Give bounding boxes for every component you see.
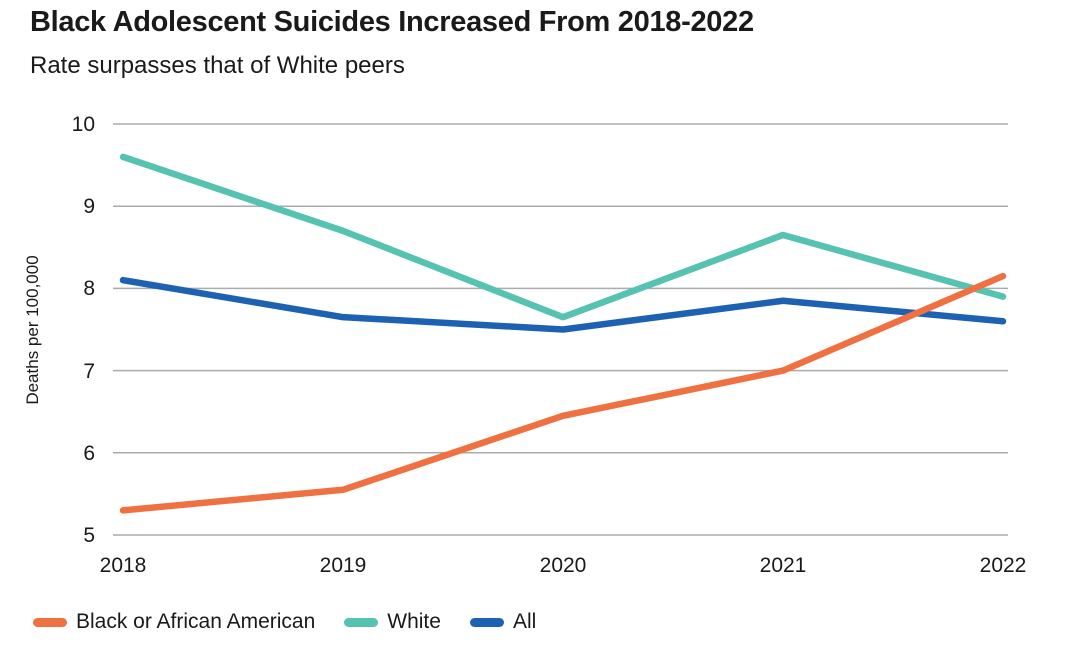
page-subtitle: Rate surpasses that of White peers (30, 52, 405, 79)
legend-swatch-icon (33, 617, 67, 627)
legend-item-white: White (344, 610, 441, 634)
x-tick-label-2020: 2020 (539, 554, 587, 577)
legend-swatch-icon (344, 617, 379, 627)
legend-label: Black or African American (76, 610, 316, 633)
x-tick-label-2019: 2019 (319, 554, 367, 577)
x-tick-label-2021: 2021 (759, 554, 807, 577)
y-tick-label-6: 6 (83, 441, 95, 465)
legend-item-all: All (469, 610, 537, 634)
chart-legend: Black or African American White All (33, 610, 536, 634)
x-tick-label-2018: 2018 (99, 554, 147, 577)
legend-label: All (512, 610, 537, 633)
y-tick-label-7: 7 (83, 359, 95, 383)
y-tick-label-9: 9 (83, 195, 95, 219)
y-tick-label-10: 10 (71, 113, 95, 136)
data-line-black-or-african-american (119, 272, 1007, 514)
data-line-all (119, 276, 1007, 333)
y-tick-label-5: 5 (83, 524, 95, 547)
legend-label: White (387, 610, 441, 633)
page-title: Black Adolescent Suicides Increased From… (30, 6, 754, 38)
legend-item-black-or-african-american: Black or African American (33, 610, 315, 634)
y-tick-label-8: 8 (83, 277, 95, 301)
data-line-white (119, 153, 1007, 321)
x-tick-label-2022: 2022 (979, 554, 1027, 577)
legend-swatch-icon (469, 617, 504, 627)
